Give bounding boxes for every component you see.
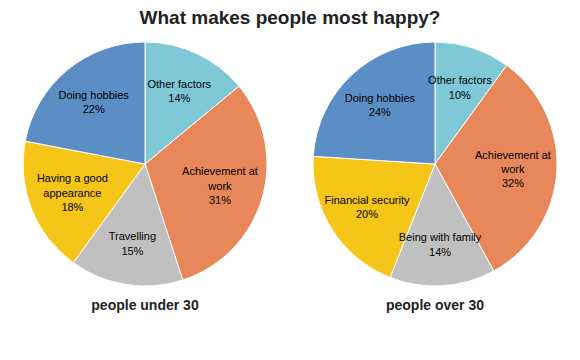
slice-category-label: Other factors	[147, 78, 211, 90]
label-line: Having a good	[37, 172, 108, 184]
slice-category-label: Having a good appearance	[37, 172, 108, 198]
label-line: Achievement at	[182, 165, 258, 177]
slice-category-label: Travelling	[109, 230, 156, 242]
slice-value-label: 22%	[83, 103, 105, 115]
slices	[313, 42, 557, 286]
label-line: Financial security	[325, 194, 410, 206]
pie-chart: Other factors 10% Achievement at work 32% Bei…	[313, 42, 557, 313]
pie-chart: Other factors 14% Achievement at work 31% Tra…	[23, 42, 267, 313]
slice-category-label: Financial security	[325, 194, 410, 206]
slice-value-label: 24%	[369, 106, 391, 118]
label-line: Travelling	[109, 230, 156, 242]
label-line: Doing hobbies	[59, 89, 130, 101]
chart-container: What makes people most happy? Other facto…	[0, 0, 580, 360]
slice-value-label: 14%	[168, 92, 190, 104]
label-line: Achievement at	[475, 149, 551, 161]
slice-category-label: Doing hobbies	[59, 89, 130, 101]
label-line: Other factors	[428, 74, 492, 86]
pie-subtitle: people over 30	[386, 297, 484, 313]
label-line: Being with family	[399, 231, 482, 243]
pie-slice	[313, 156, 435, 277]
slice-labels: Other factors 14% Achievement at work 31% Tra…	[37, 78, 258, 257]
slice-category-label: Achievement at work	[475, 149, 551, 175]
pie-slice	[313, 42, 435, 164]
slice-value-label: 15%	[121, 245, 143, 257]
slice-value-label: 14%	[429, 246, 451, 258]
chart-svg: What makes people most happy? Other facto…	[0, 0, 580, 360]
label-line: work	[500, 163, 525, 175]
slice-category-label: Other factors	[428, 74, 492, 86]
label-line: Other factors	[147, 78, 211, 90]
pie-slice	[25, 42, 145, 164]
slice-category-label: Achievement at work	[182, 165, 258, 191]
chart-title: What makes people most happy?	[140, 7, 441, 28]
label-line: appearance	[43, 187, 101, 199]
slice-value-label: 31%	[209, 194, 231, 206]
slice-value-label: 20%	[356, 208, 378, 220]
slices	[23, 42, 267, 286]
slice-category-label: Being with family	[399, 231, 482, 243]
slice-value-label: 10%	[449, 89, 471, 101]
background	[0, 0, 580, 360]
slice-value-label: 18%	[61, 201, 83, 213]
label-line: work	[207, 180, 232, 192]
slice-category-label: Doing hobbies	[345, 92, 416, 104]
slice-labels: Other factors 10% Achievement at work 32% Bei…	[325, 74, 551, 257]
slice-value-label: 32%	[502, 177, 524, 189]
pie-subtitle: people under 30	[91, 297, 199, 313]
label-line: Doing hobbies	[345, 92, 416, 104]
